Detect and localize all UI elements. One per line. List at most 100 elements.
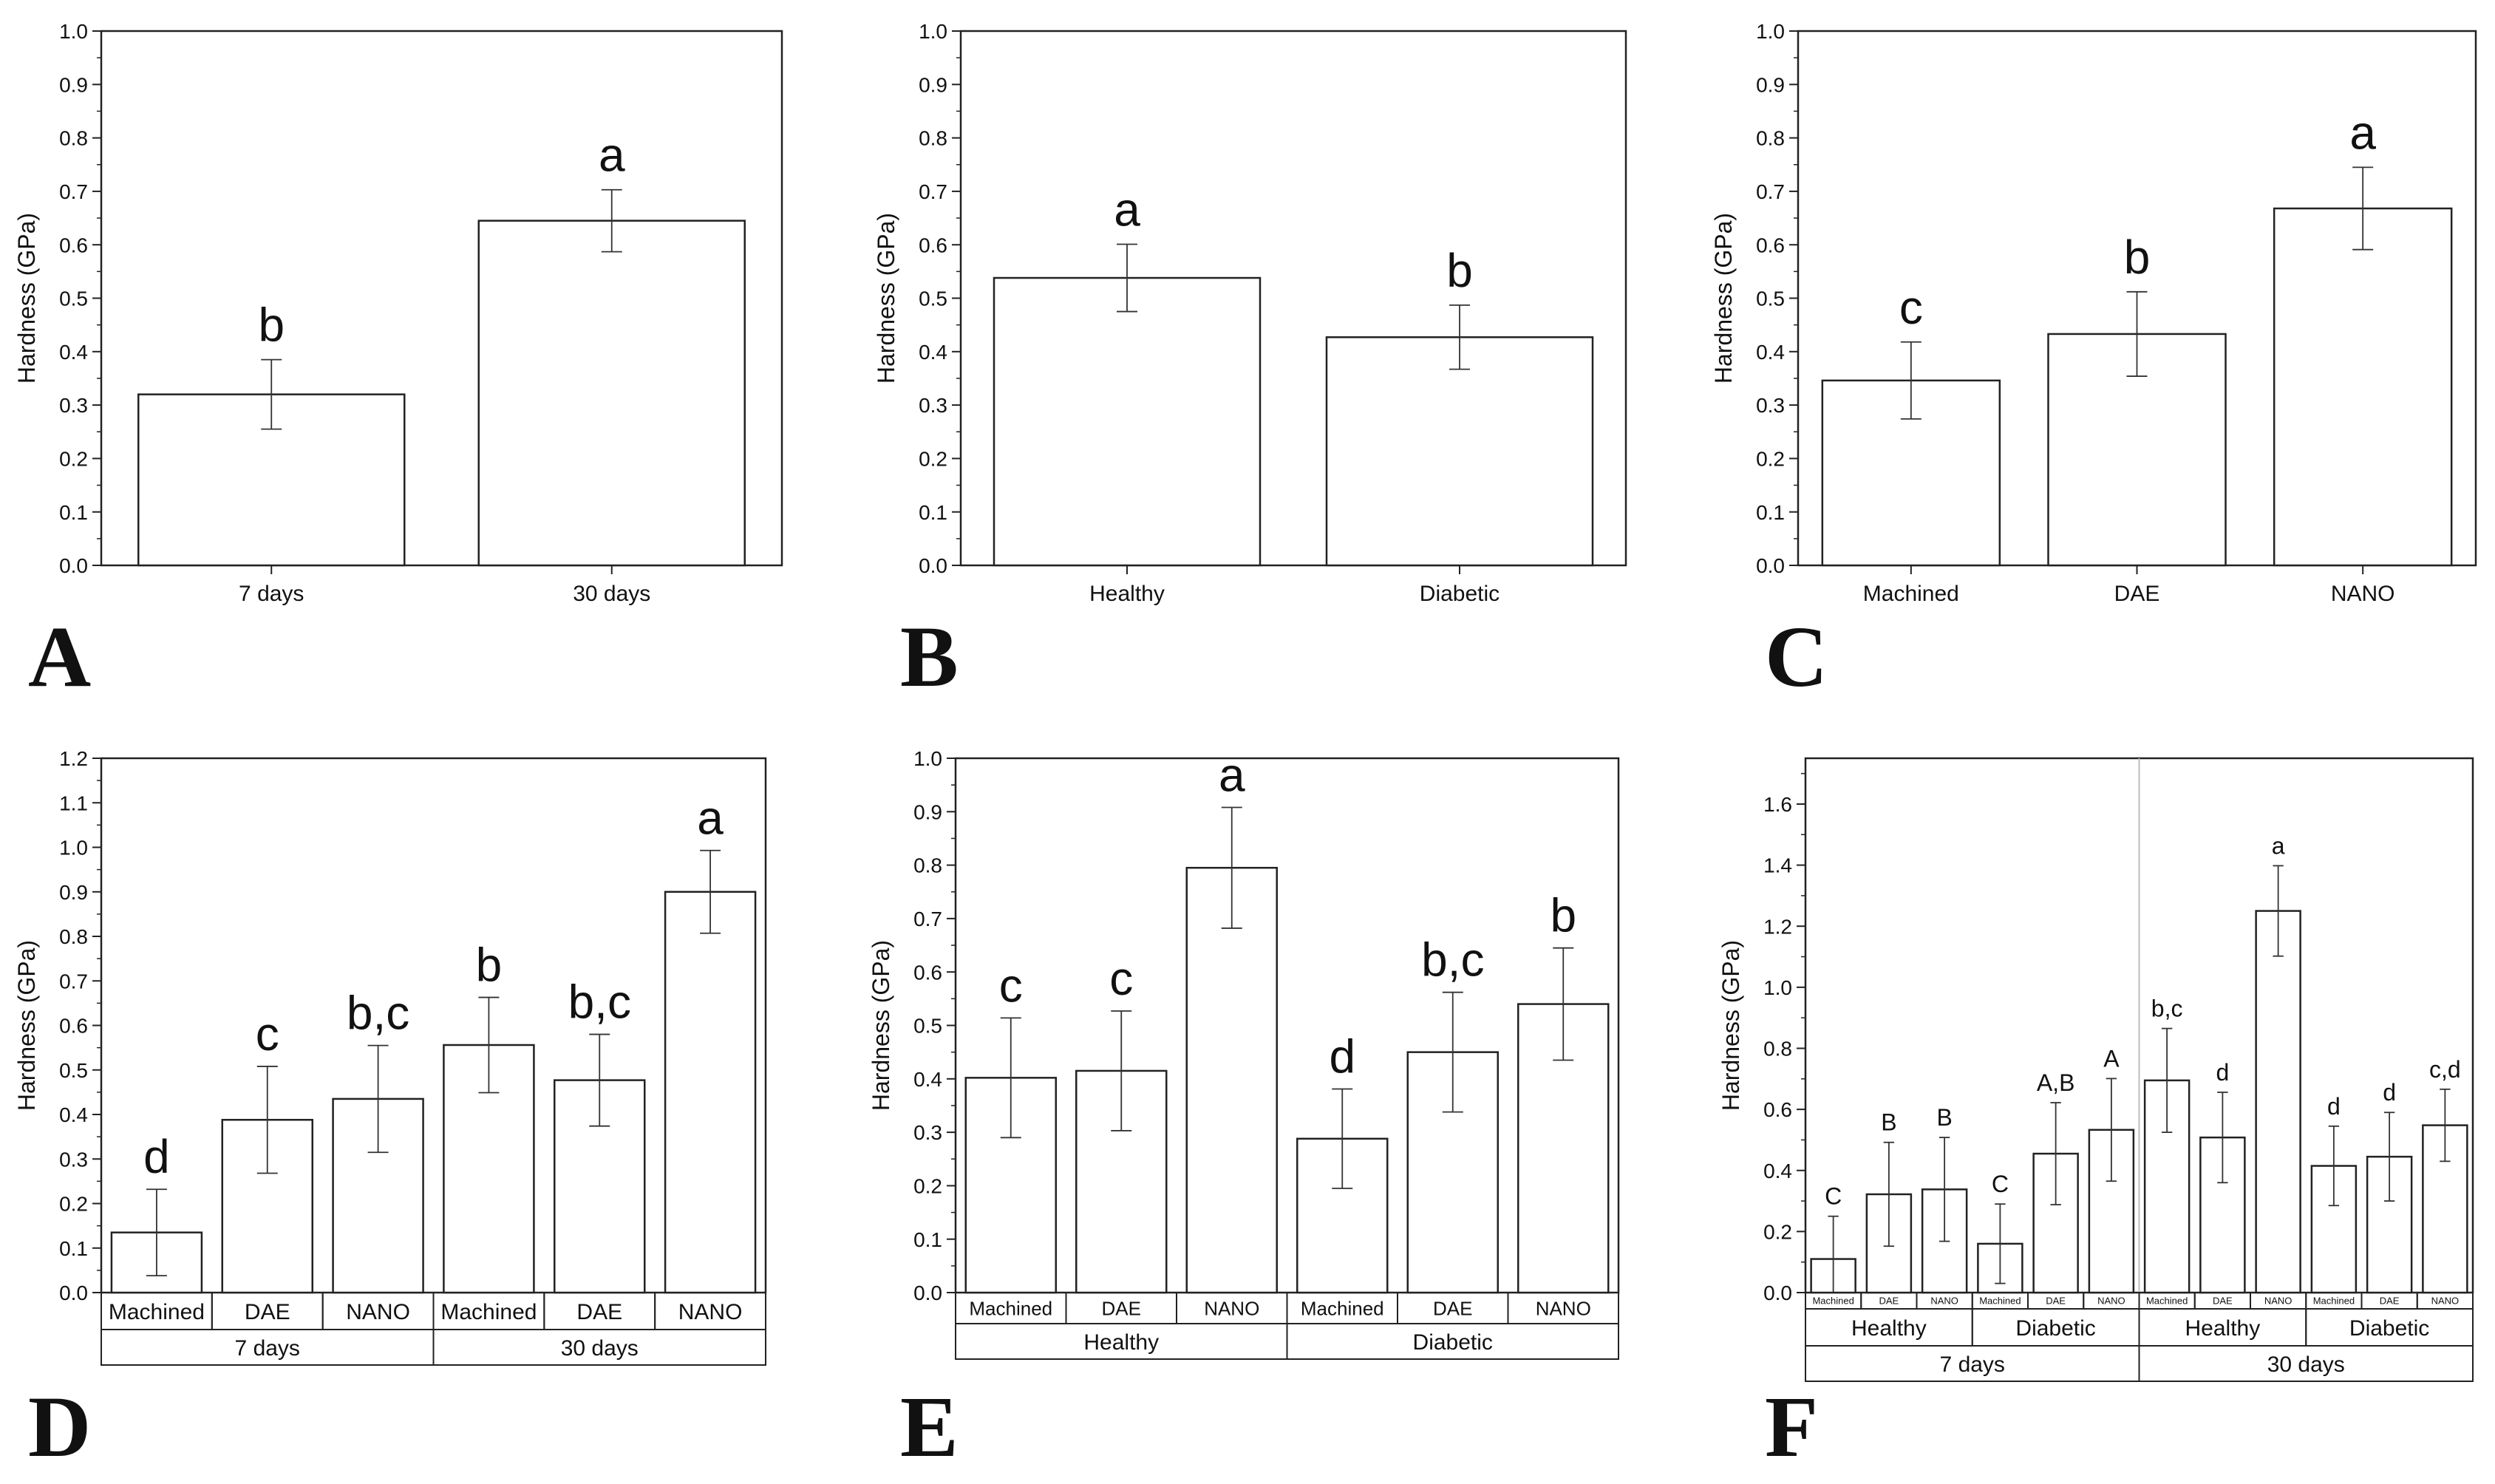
panel-letter-a: A (28, 608, 91, 705)
x-group-label: 30 days (2267, 1352, 2345, 1377)
y-axis-title: Hardness (GPa) (873, 213, 899, 384)
y-tick-label: 0.6 (1756, 234, 1785, 256)
y-tick-label: 0.5 (59, 287, 88, 310)
x-category-label: DAE (576, 1300, 622, 1324)
x-tick-label: DAE (2114, 582, 2160, 606)
y-tick-label: 0.7 (919, 180, 947, 203)
y-tick-label: 0.7 (1756, 180, 1785, 203)
panel-letter-d: D (28, 1378, 91, 1475)
y-tick-label: 0.2 (913, 1174, 942, 1197)
y-axis-title: Hardness (GPa) (868, 940, 894, 1111)
y-tick-label: 0.4 (919, 341, 947, 364)
x-group-label: Healthy (2185, 1316, 2261, 1341)
chart-panel-c: 0.0 0.1 0.2 0.3 0.4 0.5 0.6 0.7 0.8 0.9 1.0 Hardnes… (1710, 20, 2477, 705)
bar (993, 276, 1262, 567)
x-tick-label: Diabetic (1420, 582, 1500, 606)
y-tick-label: 0.0 (919, 554, 947, 577)
y-tick-label: 0.3 (919, 394, 947, 417)
x-category-label: NANO (678, 1300, 743, 1324)
x-category-label: Machined (2313, 1296, 2355, 1307)
y-tick-label: 0.7 (913, 908, 942, 930)
y-tick-label: 0.2 (1756, 447, 1785, 470)
significance-letter: c (1899, 281, 1923, 334)
significance-letter: d (2216, 1059, 2229, 1086)
significance-letter: b (1550, 889, 1576, 942)
y-tick-label: 0.8 (59, 127, 88, 150)
bar (1185, 866, 1278, 1294)
x-group-label: Diabetic (2015, 1316, 2095, 1341)
y-tick-label: 0.0 (1763, 1282, 1792, 1304)
y-tick-label: 0.6 (913, 961, 942, 984)
y-tick-label: 0.1 (919, 501, 947, 524)
x-category-label: Machined (1812, 1296, 1854, 1307)
y-tick-label: 0.0 (59, 554, 88, 577)
y-tick-label: 0.2 (59, 447, 88, 470)
chart-panel-a: 0.0 0.1 0.2 0.3 0.4 0.5 0.6 0.7 0.8 0.9 1.0 Hardnes… (13, 20, 783, 705)
y-tick-label: 0.8 (919, 127, 947, 150)
category-cell (432, 1329, 766, 1366)
x-group-label: 7 days (235, 1336, 300, 1361)
x-category-label: NANO (2097, 1296, 2125, 1307)
y-tick-label: 0.3 (1756, 394, 1785, 417)
y-tick-label: 0.0 (1756, 554, 1785, 577)
y-tick-label: 0.9 (59, 881, 88, 904)
significance-letter: a (1114, 183, 1140, 236)
y-tick-label: 0.3 (59, 394, 88, 417)
y-tick-label: 1.0 (919, 20, 947, 43)
y-tick-label: 0.5 (1756, 287, 1785, 310)
x-tick-label: Healthy (1089, 582, 1165, 606)
y-tick-label: 0.9 (913, 800, 942, 823)
chart-panel-b: 0.0 0.1 0.2 0.3 0.4 0.5 0.6 0.7 0.8 0.9 1.0 Hardnes… (873, 20, 1627, 705)
x-tick-label: 7 days (239, 582, 304, 606)
panel-letter-f: F (1765, 1378, 1818, 1475)
y-tick-label: 0.6 (919, 234, 947, 256)
y-axis-title: Hardness (GPa) (1718, 940, 1744, 1111)
y-tick-label: 0.5 (913, 1015, 942, 1038)
x-tick-label: Machined (1863, 582, 1959, 606)
significance-letter: c (999, 959, 1023, 1012)
y-tick-label: 0.4 (59, 1103, 88, 1126)
bar (2255, 910, 2301, 1294)
x-category-label: DAE (1433, 1297, 1472, 1319)
y-tick-label: 0.9 (1756, 73, 1785, 96)
x-category-label: DAE (2213, 1296, 2233, 1307)
y-tick-label: 0.9 (59, 73, 88, 96)
y-tick-label: 0.2 (919, 447, 947, 470)
x-group-label: Diabetic (1413, 1330, 1493, 1355)
x-tick-label: 30 days (573, 582, 650, 606)
significance-letter: C (1992, 1171, 2009, 1197)
y-axis-title: Hardness (GPa) (13, 940, 40, 1111)
y-tick-label: 0.0 (59, 1282, 88, 1304)
x-category-label: Machined (1979, 1296, 2021, 1307)
x-category-label: Machined (969, 1297, 1052, 1319)
y-tick-label: 0.2 (1763, 1220, 1792, 1243)
y-tick-label: 0.3 (913, 1121, 942, 1144)
x-tick-label: NANO (2331, 582, 2395, 606)
significance-letter: C (1825, 1183, 1842, 1210)
x-group-label: Healthy (1851, 1316, 1927, 1341)
y-tick-label: 0.6 (59, 234, 88, 256)
x-category-label: DAE (1879, 1296, 1899, 1307)
y-tick-label: 1.2 (59, 747, 88, 770)
y-tick-label: 1.6 (1763, 793, 1792, 816)
panel-letter-b: B (900, 608, 959, 705)
panel-letter-c: C (1765, 608, 1828, 705)
x-category-label: NANO (1536, 1297, 1591, 1319)
y-tick-label: 0.7 (59, 970, 88, 993)
significance-letter: d (143, 1130, 170, 1183)
x-category-label: Machined (1301, 1297, 1384, 1319)
y-tick-label: 1.2 (1763, 915, 1792, 938)
chart-panel-f: 0.0 0.2 0.4 0.6 0.8 1.0 1.2 1.4 1.6 Hardness (GPa… (1718, 757, 2474, 1475)
y-tick-label: 0.1 (1756, 501, 1785, 524)
y-tick-label: 1.0 (1756, 20, 1785, 43)
x-group-label: Healthy (1083, 1330, 1159, 1355)
x-category-label: NANO (2431, 1296, 2460, 1307)
y-tick-label: 1.4 (1763, 854, 1792, 877)
x-category-label: NANO (346, 1300, 410, 1324)
y-tick-label: 0.8 (59, 925, 88, 948)
x-category-label: DAE (2380, 1296, 2400, 1307)
x-group-label: 30 days (561, 1336, 639, 1361)
significance-letter: A,B (2037, 1069, 2075, 1096)
significance-letter: b (476, 939, 503, 992)
